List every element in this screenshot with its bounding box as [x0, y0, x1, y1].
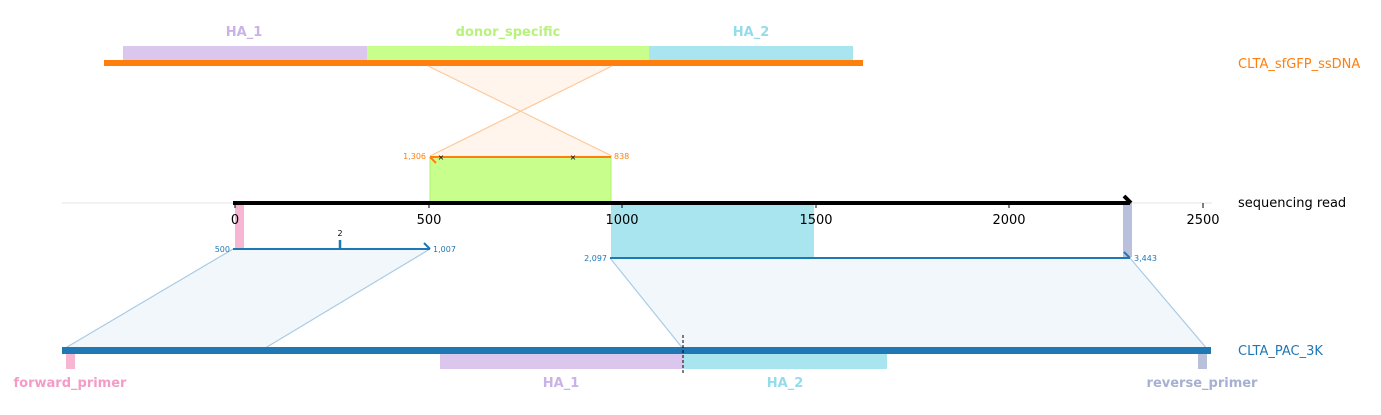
target-projection-edge: [261, 248, 431, 351]
donor-projection: [427, 65, 613, 157]
donor-donor-specific-feature: [367, 46, 649, 60]
donor-mismatch-mark-1: ×: [438, 153, 445, 162]
read-tick-label: 1500: [799, 213, 832, 228]
target-alignment-1: 2 500 1,007: [61, 229, 456, 351]
target-ha2-feature: [683, 353, 887, 369]
read-axis-ticks: 0 500 1000 1500 2000 2500: [231, 203, 1220, 228]
target-ha1-feature: [440, 353, 683, 369]
donor-alignment-end-label: 838: [614, 152, 629, 161]
read-tick-label: 2000: [992, 213, 1025, 228]
donor-ha2-label: HA_2: [733, 25, 770, 40]
read-tick-label: 2500: [1186, 213, 1219, 228]
target-projection-edge: [1129, 257, 1209, 351]
donor-projection-fill: [428, 66, 612, 112]
target-mismatch-label: 2: [337, 229, 342, 238]
read-tick-label: 500: [417, 213, 442, 228]
target-ha1-label: HA_1: [543, 376, 580, 391]
donor-alignment-start-label: 1,306: [403, 152, 426, 161]
target-alignment-2-end-label: 3,443: [1134, 254, 1157, 263]
target-ha2-label: HA_2: [767, 376, 804, 391]
donor-ha1-feature: [123, 46, 367, 60]
read-tick-label: 1000: [605, 213, 638, 228]
target-alignment-arrowhead-2: [1123, 251, 1131, 259]
donor-name-label: CLTA_sfGFP_ssDNA: [1238, 57, 1360, 72]
read-reverse-primer-region: [1123, 203, 1132, 257]
donor-ha2-feature: [649, 46, 853, 60]
target-alignment-1-end-label: 1,007: [433, 245, 456, 254]
target-sequence-line: [62, 347, 1211, 354]
target-reverse-primer-feature: [1198, 353, 1207, 369]
donor-projection-fill-lower: [430, 112, 612, 156]
target-reverse-primer-label: reverse_primer: [1147, 376, 1259, 391]
read-forward-primer-region: [235, 203, 244, 249]
donor-alignment-arrowhead: [429, 156, 437, 164]
target-name-label: CLTA_PAC_3K: [1238, 344, 1323, 359]
read-track: 0 500 1000 1500 2000 2500 sequencing rea…: [62, 194, 1346, 257]
target-alignment-arrowhead-1: [423, 242, 431, 250]
target-projection-edge: [61, 248, 234, 351]
target-track: forward_primer HA_1 HA_2 reverse_primer …: [14, 335, 1323, 391]
target-projection-fill-1: [62, 249, 430, 350]
donor-sequence-line: [104, 60, 863, 66]
target-projection-edge: [609, 257, 685, 351]
target-forward-primer-feature: [66, 353, 75, 369]
donor-track: HA_1 donor_specific HA_2 CLTA_sfGFP_ssDN…: [104, 25, 1360, 72]
target-alignment-1-start-label: 500: [215, 245, 230, 254]
donor-ha1-label: HA_1: [226, 25, 263, 40]
read-name-label: sequencing read: [1238, 196, 1346, 211]
target-forward-primer-label: forward_primer: [14, 376, 128, 391]
donor-mismatch-mark-2: ×: [570, 153, 577, 162]
target-alignment-2: 2,097 3,443: [584, 251, 1209, 351]
read-ha2-region: [611, 203, 814, 257]
donor-alignment: × × 1,306 838: [403, 152, 629, 203]
donor-donor-specific-label: donor_specific: [456, 25, 561, 40]
target-alignment-2-start-label: 2,097: [584, 254, 607, 263]
donor-projection-edge-right: [429, 65, 613, 157]
read-tick-label: 0: [231, 213, 239, 228]
read-arrowhead: [1122, 194, 1133, 205]
donor-alignment-block: [429, 156, 612, 203]
target-projection-fill-2: [610, 258, 1208, 350]
